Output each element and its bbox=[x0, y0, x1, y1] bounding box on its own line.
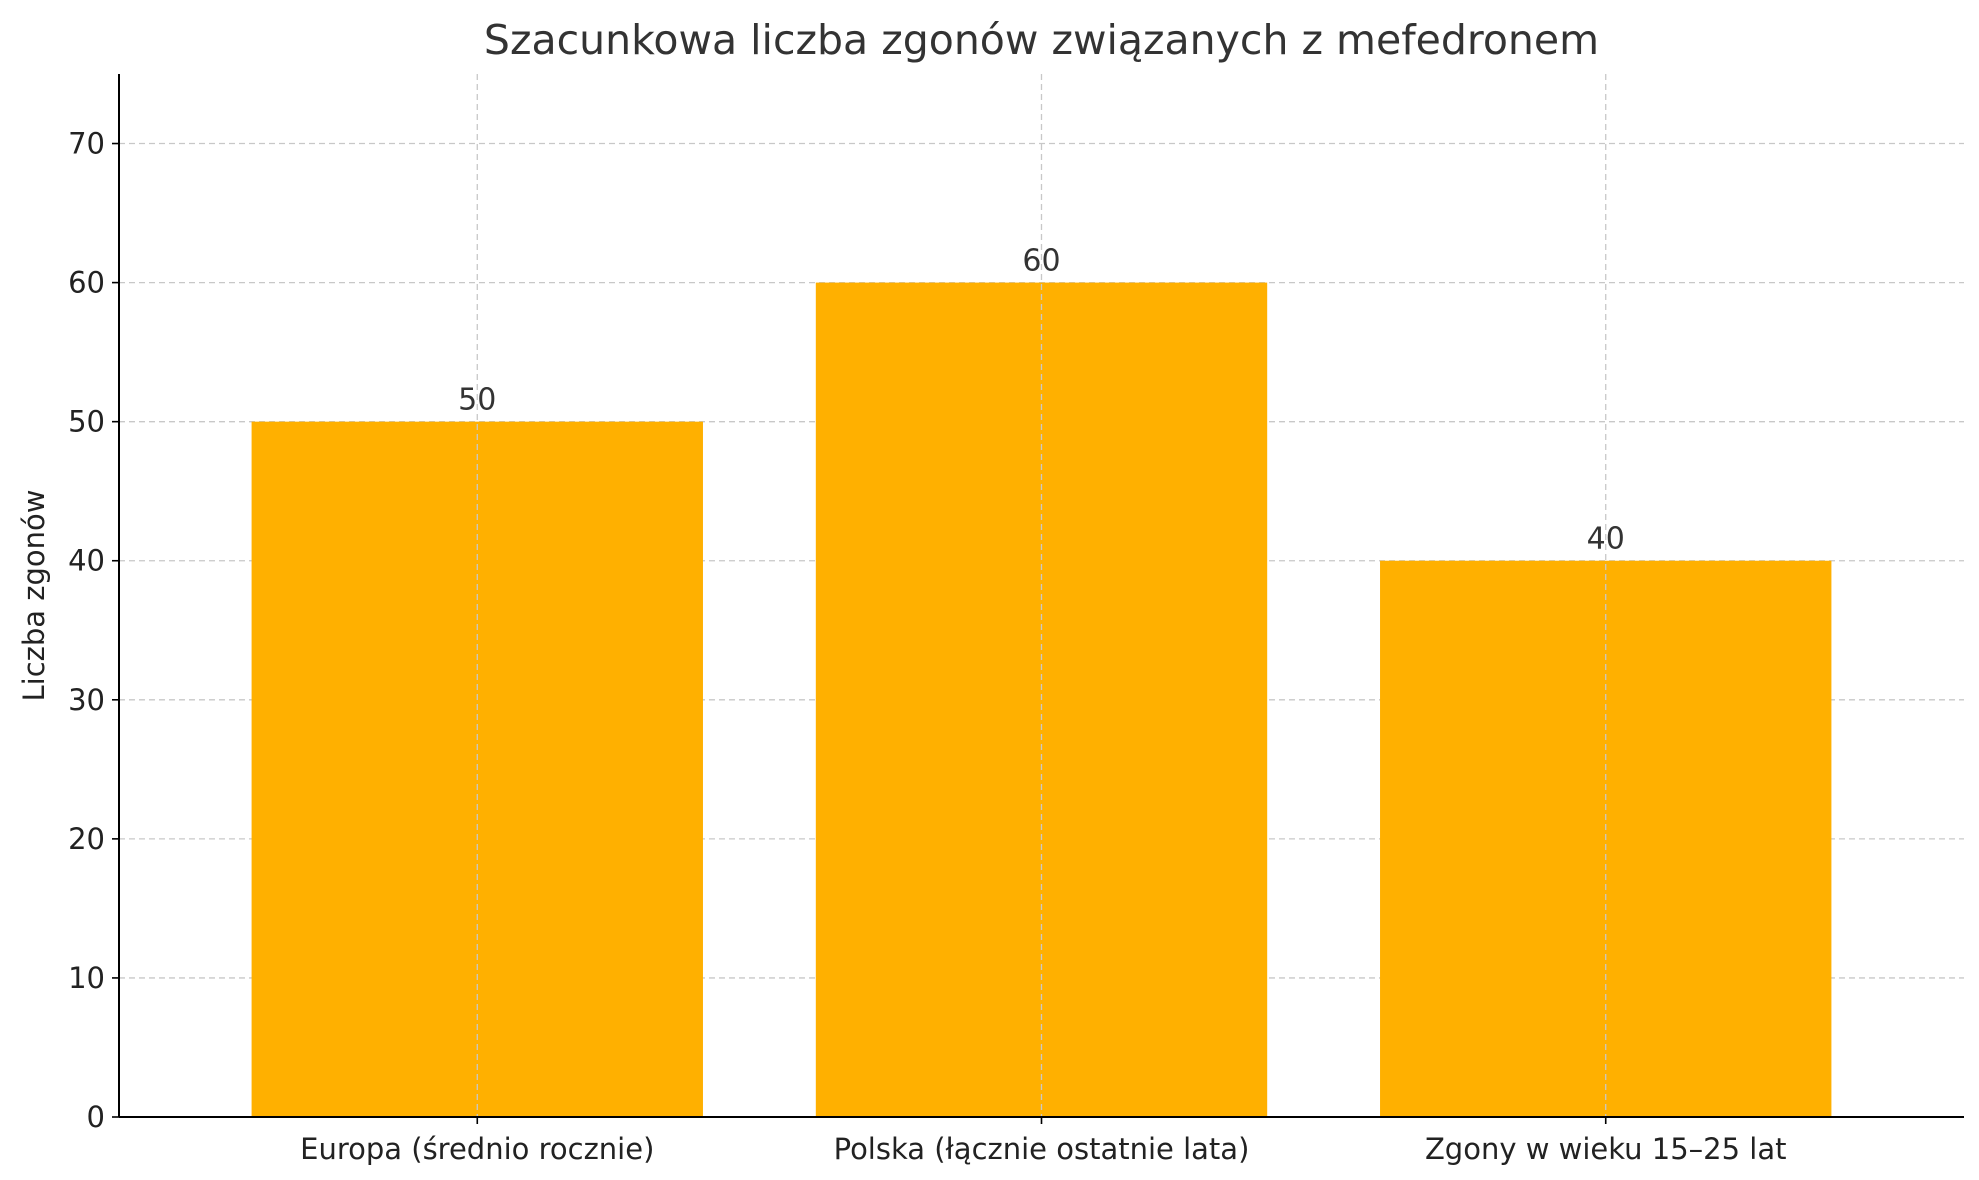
labels: 0 10 20 30 40 50 60 70 Europa (średnio rocznie) P… bbox=[68, 127, 1786, 1166]
x-tick-label: Zgony w wieku 15–25 lat bbox=[1425, 1132, 1787, 1166]
y-tick-label: 70 bbox=[68, 127, 105, 161]
x-tick-label: Polska (łącznie ostatnie lata) bbox=[834, 1132, 1250, 1166]
data-label: 40 bbox=[1587, 522, 1625, 557]
x-tick-label: Europa (średnio rocznie) bbox=[300, 1132, 654, 1166]
y-tick-label: 0 bbox=[87, 1100, 105, 1134]
data-label: 60 bbox=[1022, 244, 1060, 279]
y-tick-label: 60 bbox=[68, 266, 105, 300]
y-tick-label: 40 bbox=[68, 544, 105, 578]
y-tick-label: 20 bbox=[68, 822, 105, 856]
chart-title: Szacunkowa liczba zgonów związanych z me… bbox=[484, 16, 1599, 64]
x-grid bbox=[476, 74, 1607, 1117]
axes bbox=[112, 74, 1964, 1124]
y-tick-label: 30 bbox=[68, 683, 105, 717]
y-axis-label: Liczba zgonów bbox=[17, 490, 51, 702]
data-label: 50 bbox=[458, 383, 496, 418]
y-tick-label: 50 bbox=[68, 405, 105, 439]
y-tick-label: 10 bbox=[68, 961, 105, 995]
